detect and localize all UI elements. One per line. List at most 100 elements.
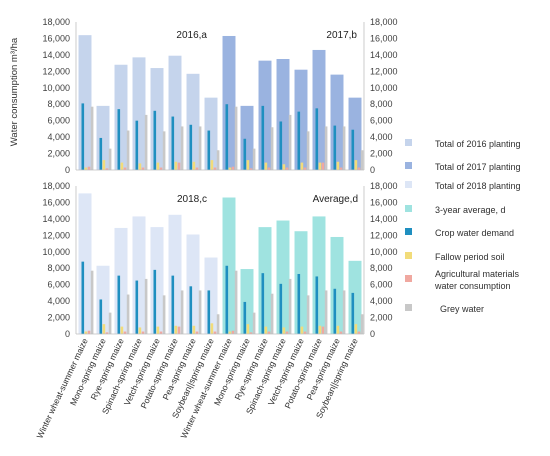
agricultural-materials-bar (357, 167, 361, 170)
grey-water-bar (126, 130, 130, 170)
fallow-period-soil-bar (192, 161, 196, 170)
grey-water-bar (216, 150, 220, 170)
total-bar (114, 64, 128, 170)
y-tick-label-left: 12,000 (42, 230, 70, 240)
fallow-period-soil-bar (264, 162, 268, 170)
total-bar (294, 231, 308, 334)
y-tick-label-left: 10,000 (42, 247, 70, 257)
fallow-period-soil-bar (228, 167, 232, 170)
total-bar (168, 214, 182, 334)
legend-swatch (405, 139, 412, 146)
panel-label: 2017,b (326, 30, 357, 41)
total-bar (186, 73, 200, 170)
crop-water-demand-bar (171, 116, 175, 170)
legend-swatch (405, 228, 412, 235)
grey-water-bar (252, 312, 256, 334)
total-bar (78, 193, 92, 334)
grey-water-bar (342, 126, 346, 170)
crop-water-demand-bar (351, 129, 355, 170)
legend-label: Total of 2018 planting (435, 181, 521, 191)
y-tick-label-left: 16,000 (42, 197, 70, 207)
grey-water-bar (180, 126, 184, 170)
y-tick-label-right: 18,000 (370, 17, 398, 27)
legend-label: Agricultural materials (435, 269, 520, 279)
crop-water-demand-bar (117, 275, 121, 334)
grey-water-bar (270, 293, 274, 334)
y-tick-label-left: 14,000 (42, 50, 70, 60)
total-bar (312, 49, 326, 171)
crop-water-demand-bar (153, 110, 157, 170)
agricultural-materials-bar (249, 168, 253, 170)
legend-label: Fallow period soil (435, 252, 505, 262)
y-tick-label-right: 4,000 (370, 296, 393, 306)
agricultural-materials-bar (159, 167, 163, 170)
grey-water-bar (180, 290, 184, 334)
crop-water-demand-bar (99, 137, 103, 170)
fallow-period-soil-bar (336, 325, 340, 334)
agricultural-materials-bar (195, 167, 199, 170)
y-tick-label-right: 8,000 (370, 263, 393, 273)
fallow-period-soil-bar (174, 161, 178, 170)
total-bar (222, 197, 236, 334)
grey-water-bar (342, 290, 346, 334)
fallow-period-soil-bar (282, 164, 286, 170)
total-bar (348, 260, 362, 334)
grey-water-bar (306, 131, 310, 170)
legend-swatch (405, 252, 412, 259)
total-bar (294, 69, 308, 170)
agricultural-materials-bar (249, 332, 253, 334)
y-tick-label-left: 12,000 (42, 66, 70, 76)
crop-water-demand-bar (189, 124, 193, 170)
grey-water-bar (108, 312, 112, 334)
crop-water-demand-bar (333, 288, 337, 334)
fallow-period-soil-bar (336, 161, 340, 170)
legend-label: Total of 2017 planting (435, 162, 521, 172)
grey-water-bar (162, 131, 166, 170)
y-tick-label-left: 4,000 (47, 132, 70, 142)
agricultural-materials-bar (213, 331, 217, 334)
y-tick-label-right: 2,000 (370, 149, 393, 159)
total-bar (132, 216, 146, 334)
legend-swatch (405, 275, 412, 282)
y-tick-label-right: 4,000 (370, 132, 393, 142)
agricultural-materials-bar (105, 332, 109, 334)
fallow-period-soil-bar (264, 326, 268, 334)
agricultural-materials-bar (285, 167, 289, 170)
crop-water-demand-bar (99, 299, 103, 334)
total-bar (186, 234, 200, 334)
crop-water-demand-bar (135, 280, 139, 334)
y-tick-label-right: 10,000 (370, 247, 398, 257)
crop-water-demand-bar (243, 138, 247, 170)
axes: 0 0 2,000 2,000 4,000 4,000 6,000 6,000 8,000 8,0… (42, 17, 397, 339)
fallow-period-soil-bar (102, 160, 106, 170)
y-tick-label-left: 2,000 (47, 149, 70, 159)
agricultural-materials-bar (267, 167, 271, 170)
total-bar (258, 60, 272, 171)
y-tick-label-right: 12,000 (370, 66, 398, 76)
total-bar (204, 257, 218, 334)
panel-3: 2018,c (76, 193, 220, 335)
agricultural-materials-bar (105, 168, 109, 170)
fallow-period-soil-bar (246, 324, 250, 334)
grey-water-bar (108, 148, 112, 170)
crop-water-demand-bar (207, 290, 211, 334)
legend: Total of 2016 planting Total of 2017 plan… (405, 139, 521, 314)
grey-water-bar (90, 270, 94, 334)
agricultural-materials-bar (141, 167, 145, 170)
agricultural-materials-bar (177, 162, 181, 170)
total-bar (150, 227, 164, 334)
total-bar (312, 216, 326, 334)
y-tick-label-right: 0 (370, 165, 375, 175)
fallow-period-soil-bar (102, 324, 106, 334)
agricultural-materials-bar (231, 166, 235, 170)
y-tick-label-right: 0 (370, 329, 375, 339)
grey-water-bar (324, 126, 328, 170)
y-tick-label-left: 18,000 (42, 17, 70, 27)
agricultural-materials-bar (339, 331, 343, 334)
y-tick-label-left: 8,000 (47, 263, 70, 273)
crop-water-demand-bar (261, 273, 265, 334)
crop-water-demand-bar (297, 273, 301, 334)
legend-swatch (405, 181, 412, 188)
crop-water-demand-bar (81, 261, 85, 334)
grey-water-bar (198, 290, 202, 334)
